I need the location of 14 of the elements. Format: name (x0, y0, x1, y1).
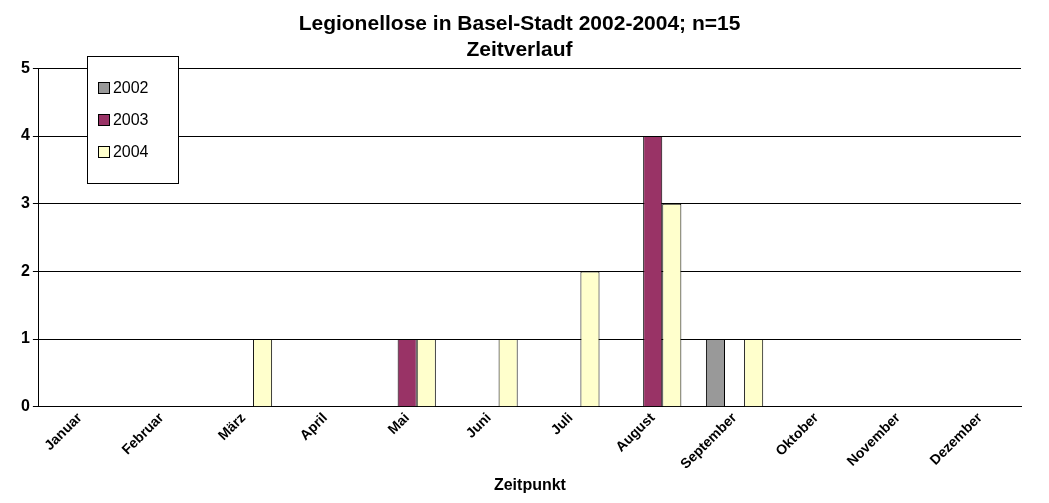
y-tick-label: 2 (20, 261, 30, 279)
x-tick-label: Juli (547, 409, 576, 438)
legend-label: 2002 (112, 79, 149, 98)
legend-label: 2003 (112, 111, 149, 130)
y-tick-label: 3 (20, 194, 30, 212)
legend-label: 2004 (112, 143, 149, 162)
text: Zeitverlauf (466, 36, 573, 60)
y-tick-label: 0 (20, 397, 30, 415)
x-tick-label: Mai (384, 409, 413, 438)
y-tick-label: 1 (20, 329, 30, 347)
y-tick-label: 4 (20, 126, 30, 144)
text: Legionellose in Basel-Stadt 2002-2004; n=15 (298, 11, 741, 35)
y-tick-label: 5 (20, 58, 30, 76)
x-axis-title: Zeitpunkt (493, 475, 567, 493)
